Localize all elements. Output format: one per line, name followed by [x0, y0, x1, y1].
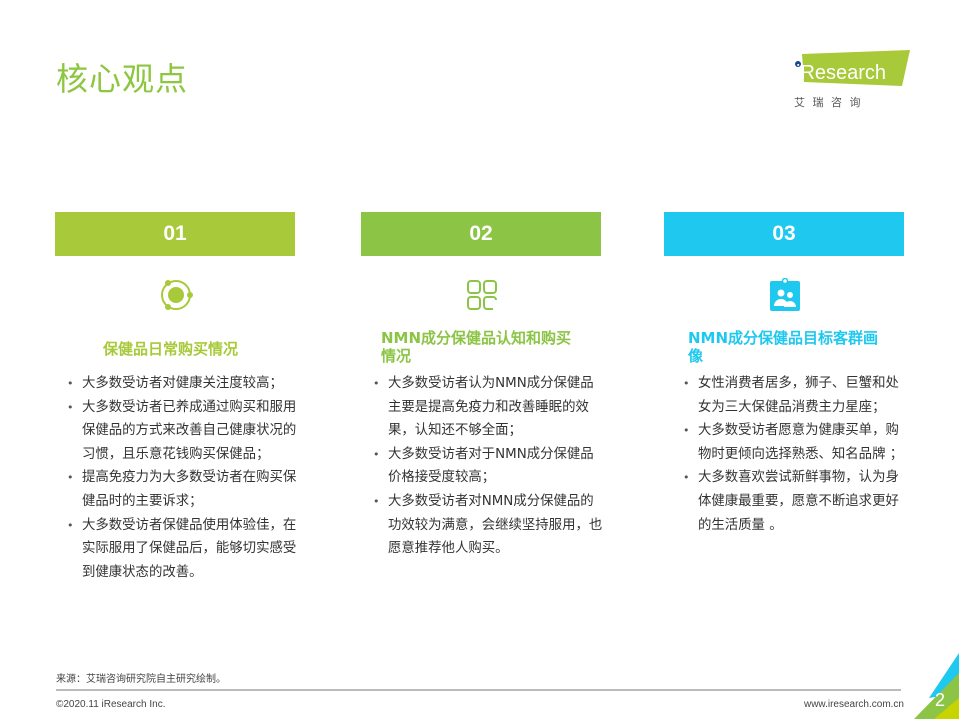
- column-number: 01: [55, 212, 295, 256]
- website-link[interactable]: www.iresearch.com.cn: [803, 699, 904, 710]
- page-number: 2: [934, 690, 945, 710]
- list-item: 大多数受访者认为NMN成分保健品主要是提高免疫力和改善睡眠的效果，认知还不够全面…: [373, 372, 605, 443]
- list-item: 大多数受访者保健品使用体验佳，在实际服用了保健品后，能够切实感受到健康状态的改善…: [67, 514, 299, 585]
- column-title: 保健品日常购买情况: [103, 340, 239, 358]
- column-title: NMN成分保健品目标客群画像: [688, 329, 879, 365]
- copyright: ©2020.11 iResearch Inc.: [56, 699, 166, 710]
- column-number: 03: [664, 212, 904, 256]
- footer-divider: [56, 689, 901, 691]
- list-item: 大多数受访者对于NMN成分保健品价格接受度较高；: [373, 443, 605, 490]
- column-2: 02 NMN成分保健品认知和购买情况 大多数受访者认为NMN成分保健品主要是提高…: [361, 212, 602, 556]
- page-title: 核心观点: [56, 60, 189, 98]
- list-item: 大多数喜欢尝试新鲜事物，认为身体健康最重要，愿意不断追求更好的生活质量 。: [683, 466, 905, 537]
- grid-apps-icon: [467, 280, 497, 310]
- user-badge-icon: [770, 278, 800, 311]
- column-number: 02: [361, 212, 601, 256]
- bullet-list: 女性消费者居多，狮子、巨蟹和处女为三大保健品消费主力星座； 大多数受访者愿意为健…: [683, 372, 905, 537]
- column-title: NMN成分保健品认知和购买情况: [381, 329, 572, 365]
- list-item: 女性消费者居多，狮子、巨蟹和处女为三大保健品消费主力星座；: [683, 372, 905, 419]
- list-item: 提高免疫力为大多数受访者在购买保健品时的主要诉求；: [67, 466, 299, 513]
- corner-decoration: [914, 653, 959, 719]
- list-item: 大多数受访者已养成通过购买和服用保健品的方式来改善自己健康状况的习惯，且乐意花钱…: [67, 396, 299, 467]
- source-note: 来源：艾瑞咨询研究院自主研究绘制。: [56, 674, 226, 685]
- bullet-list: 大多数受访者认为NMN成分保健品主要是提高免疫力和改善睡眠的效果，认知还不够全面…: [373, 372, 605, 561]
- list-item: 大多数受访者愿意为健康买单，购物时更倾向选择熟悉、知名品牌 ；: [683, 419, 905, 466]
- iresearch-logo: iResearch 艾 瑞 咨 询: [790, 48, 915, 113]
- list-item: 大多数受访者对健康关注度较高；: [67, 372, 299, 396]
- bullet-list: 大多数受访者对健康关注度较高； 大多数受访者已养成通过购买和服用保健品的方式来改…: [67, 372, 299, 584]
- list-item: 大多数受访者对NMN成分保健品的功效较为满意，会继续坚持服用，也愿意推荐他人购买…: [373, 490, 605, 561]
- column-1: 01 保健品日常购买情况 大多数受访者对健康关注度较高； 大多数受访者已养成通过…: [55, 212, 296, 580]
- svg-text:iResearch: iResearch: [796, 62, 886, 84]
- column-3: 03 NMN成分保健品目标客群画像 女性消费者居多，狮子、巨蟹和处女为三大保健品…: [664, 212, 904, 533]
- svg-text:艾 瑞 咨 询: 艾 瑞 咨 询: [794, 95, 863, 109]
- orbit-circle-icon: [161, 280, 193, 310]
